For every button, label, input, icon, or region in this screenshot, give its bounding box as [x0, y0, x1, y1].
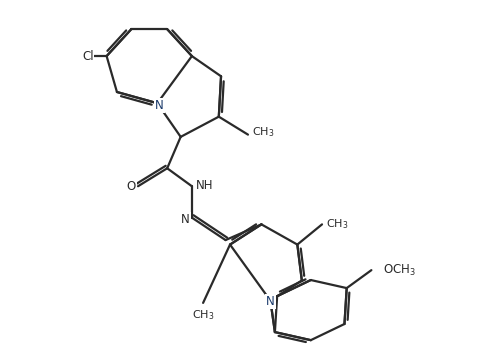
Text: OCH$_3$: OCH$_3$: [382, 262, 415, 278]
Text: CH$_3$: CH$_3$: [192, 308, 214, 322]
Text: NH: NH: [196, 179, 214, 192]
Text: N: N: [181, 213, 190, 227]
Text: Cl: Cl: [82, 50, 94, 62]
Text: CH$_3$: CH$_3$: [326, 218, 348, 231]
Text: O: O: [127, 180, 136, 193]
Text: CH$_3$: CH$_3$: [252, 126, 275, 139]
Text: N: N: [155, 99, 164, 112]
Text: N: N: [266, 295, 275, 308]
